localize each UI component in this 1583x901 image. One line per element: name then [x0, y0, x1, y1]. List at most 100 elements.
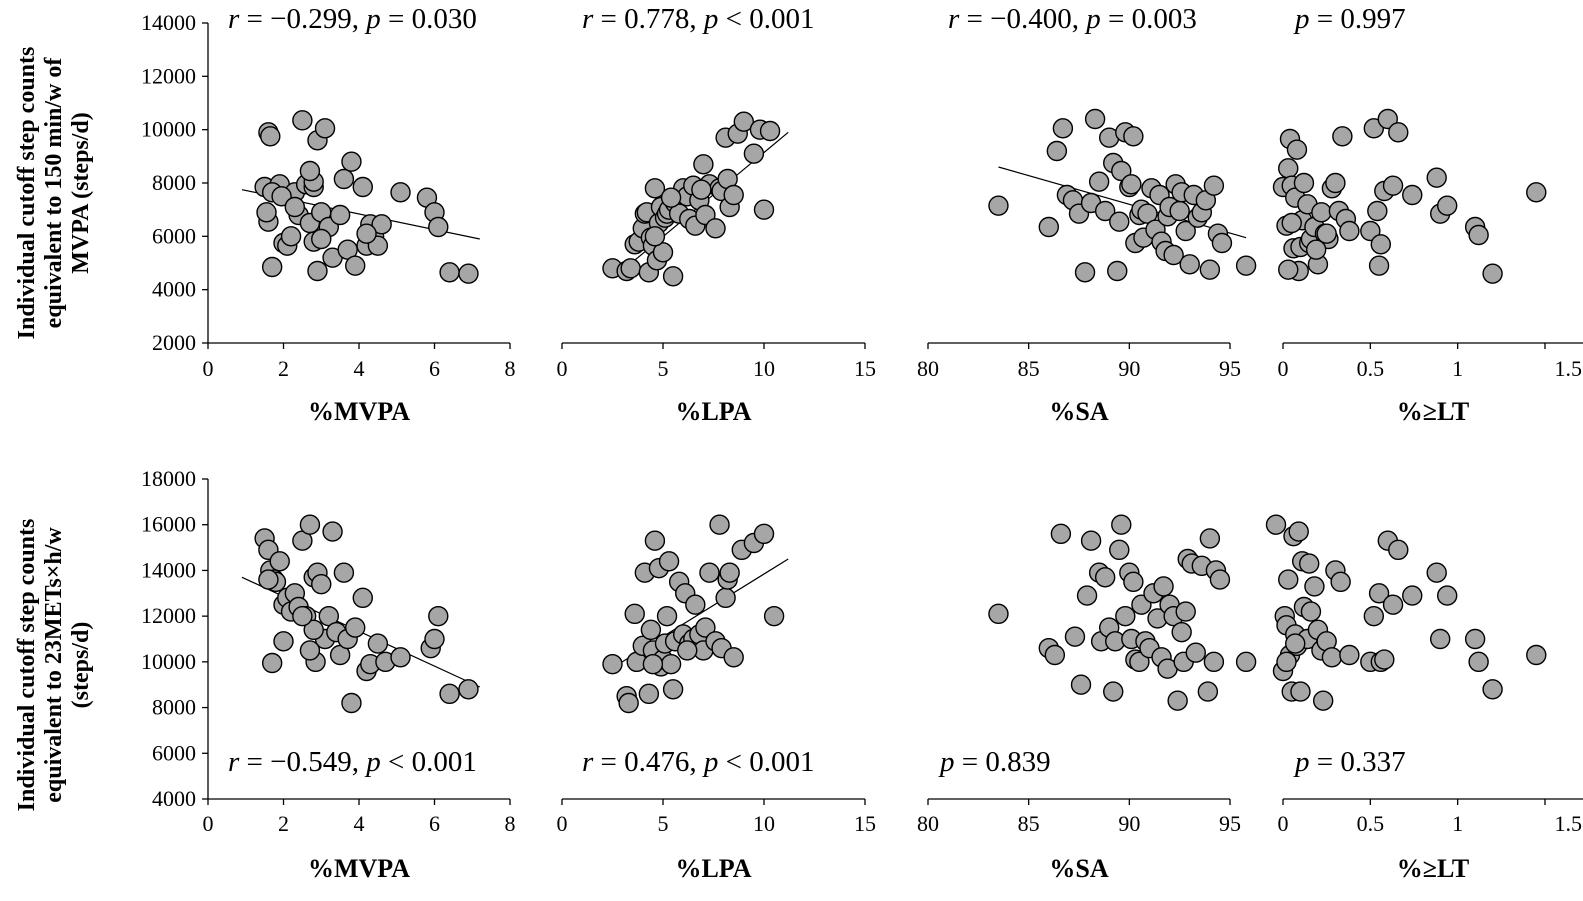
stat-value: = 0.003 — [1101, 3, 1197, 35]
data-point — [1311, 202, 1332, 223]
x-tick-label: 95 — [1219, 811, 1241, 836]
data-point — [390, 182, 411, 203]
data-point — [273, 631, 294, 652]
data-point — [1339, 220, 1360, 242]
x-axis-label: %SA — [1049, 397, 1108, 426]
data-point — [1402, 585, 1423, 606]
data-point — [280, 226, 302, 247]
data-point — [677, 640, 698, 661]
stat-symbol: p — [702, 3, 719, 35]
data-point — [1121, 174, 1142, 195]
data-point — [1203, 651, 1225, 673]
data-point — [1044, 644, 1066, 666]
x-tick-label: 6 — [429, 356, 440, 381]
data-point — [1526, 182, 1547, 203]
y-title-top: Individual cutoff step counts equivalent… — [14, 47, 94, 340]
stat-annotation: p = 0.337 — [1293, 746, 1406, 778]
panel-5: 0 2 4 6 8 %MVPA 4000 6000 8000 10000 12000 14000 160… — [141, 466, 516, 883]
stat-value: = 0.778, — [593, 3, 704, 35]
data-point — [299, 160, 321, 182]
data-point — [1305, 239, 1327, 260]
data-point — [1107, 260, 1128, 282]
x-tick-label: 4 — [354, 356, 365, 381]
data-point — [723, 647, 744, 668]
stat-symbol: r — [948, 3, 960, 35]
stat-value: = 0.839 — [955, 746, 1051, 778]
data-point — [1300, 601, 1322, 622]
x-tick-label: 8 — [505, 811, 516, 836]
data-point — [624, 603, 645, 625]
data-point — [644, 178, 666, 199]
x-tick-label: 1.5 — [1555, 356, 1583, 381]
stat-annotation: r = −0.400, p = 0.003 — [948, 3, 1197, 35]
data-point — [260, 126, 281, 147]
data-point — [1109, 211, 1130, 232]
data-point — [642, 653, 664, 675]
data-point — [1363, 118, 1385, 139]
data-point — [1199, 528, 1221, 549]
x-tick-label: 6 — [429, 811, 440, 836]
data-point — [424, 628, 445, 650]
data-point — [1123, 571, 1144, 593]
x-tick-label: 10 — [753, 811, 775, 836]
data-point — [1103, 681, 1124, 702]
y-title-bottom: Individual cutoff step counts equivalent… — [14, 519, 94, 812]
x-axis-label: %LPA — [675, 397, 751, 426]
stat-value: = 0.997 — [1310, 3, 1406, 35]
data-point — [1526, 644, 1547, 666]
x-axis-label: %MVPA — [308, 854, 410, 883]
data-point — [311, 228, 332, 250]
panel-8: 0 0.5 1 1.5 %≥LT p = 0.337 — [1265, 514, 1583, 883]
data-point — [1094, 200, 1116, 222]
data-point — [303, 619, 324, 641]
data-point — [341, 692, 362, 714]
data-point — [638, 683, 660, 705]
data-point — [1330, 571, 1351, 593]
data-point — [1388, 122, 1409, 143]
data-point — [1464, 628, 1486, 650]
data-point — [1321, 647, 1343, 668]
data-point — [1276, 651, 1297, 673]
panel-6: 0 5 10 15 %LPA r = 0.476, p < 0.001 — [557, 514, 876, 883]
x-tick-label: 5 — [658, 811, 669, 836]
x-axis-label: %MVPA — [308, 397, 410, 426]
data-point — [390, 647, 411, 668]
data-point — [439, 262, 460, 283]
data-point — [602, 653, 623, 675]
data-point — [705, 218, 726, 239]
data-point — [618, 692, 639, 714]
data-point — [439, 683, 460, 705]
data-point — [1468, 224, 1489, 246]
y-title-bottom-line-2: equivalent to 23METs×h/w — [41, 527, 67, 803]
y-tick-label: 4000 — [152, 277, 196, 302]
x-tick-label: 0 — [1278, 811, 1289, 836]
x-tick-label: 8 — [505, 356, 516, 381]
y-tick-label: 18000 — [141, 466, 196, 491]
data-point — [1167, 690, 1188, 711]
stat-symbol: p — [1293, 746, 1310, 778]
data-point — [763, 605, 785, 627]
data-point — [345, 617, 366, 638]
stat-symbol: p — [1084, 3, 1101, 35]
y-tick-label: 8000 — [152, 170, 196, 195]
y-tick-label: 4000 — [152, 786, 196, 811]
x-tick-label: 0 — [557, 811, 568, 836]
data-point — [284, 196, 306, 218]
data-point — [652, 242, 674, 263]
data-point — [1153, 576, 1174, 597]
data-point — [1169, 200, 1190, 222]
data-point — [458, 679, 479, 700]
data-point — [743, 143, 765, 164]
data-point — [1325, 172, 1346, 194]
stat-symbol: p — [938, 746, 955, 778]
x-tick-label: 0 — [203, 356, 214, 381]
data-point — [1278, 259, 1299, 280]
y-tick-label: 12000 — [141, 63, 196, 88]
y-title-bottom-line-3: (steps/d) — [68, 622, 94, 709]
data-point — [715, 587, 736, 609]
data-point — [660, 653, 682, 675]
data-point — [1468, 651, 1489, 673]
data-point — [753, 199, 775, 220]
data-point — [1197, 681, 1219, 702]
x-tick-label: 80 — [917, 356, 939, 381]
